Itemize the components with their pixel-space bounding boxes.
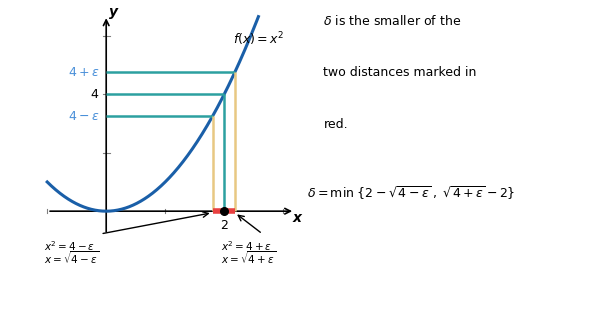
Text: $4 + \varepsilon$: $4 + \varepsilon$: [67, 66, 99, 79]
Text: $4 - \varepsilon$: $4 - \varepsilon$: [67, 110, 99, 123]
Text: $\bfit{x}$: $\bfit{x}$: [292, 211, 304, 225]
Text: $x^2 = 4 - \varepsilon$: $x^2 = 4 - \varepsilon$: [44, 239, 96, 253]
Text: $2$: $2$: [220, 219, 228, 232]
Text: $x^2 = 4 + \varepsilon$: $x^2 = 4 + \varepsilon$: [221, 239, 273, 253]
Text: two distances marked in: two distances marked in: [323, 67, 477, 79]
Text: $x = \sqrt{4 + \varepsilon}$: $x = \sqrt{4 + \varepsilon}$: [221, 249, 276, 266]
Text: red.: red.: [323, 118, 348, 132]
Text: $f(x) = x^2$: $f(x) = x^2$: [233, 30, 284, 48]
Text: $\bfit{y}$: $\bfit{y}$: [107, 7, 119, 21]
Text: $x = \sqrt{4 - \varepsilon}$: $x = \sqrt{4 - \varepsilon}$: [44, 249, 99, 266]
Text: $4$: $4$: [90, 88, 99, 101]
Text: $\delta$ is the smaller of the: $\delta$ is the smaller of the: [323, 14, 461, 28]
Text: $\delta = \mathrm{min}\;\{2 - \sqrt{4 - \varepsilon}\;,\;\sqrt{4 + \varepsilon} : $\delta = \mathrm{min}\;\{2 - \sqrt{4 - …: [307, 184, 515, 202]
